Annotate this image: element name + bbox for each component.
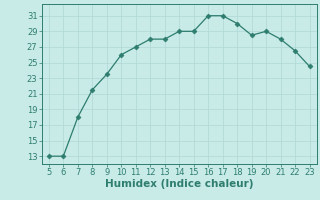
X-axis label: Humidex (Indice chaleur): Humidex (Indice chaleur): [105, 179, 253, 189]
